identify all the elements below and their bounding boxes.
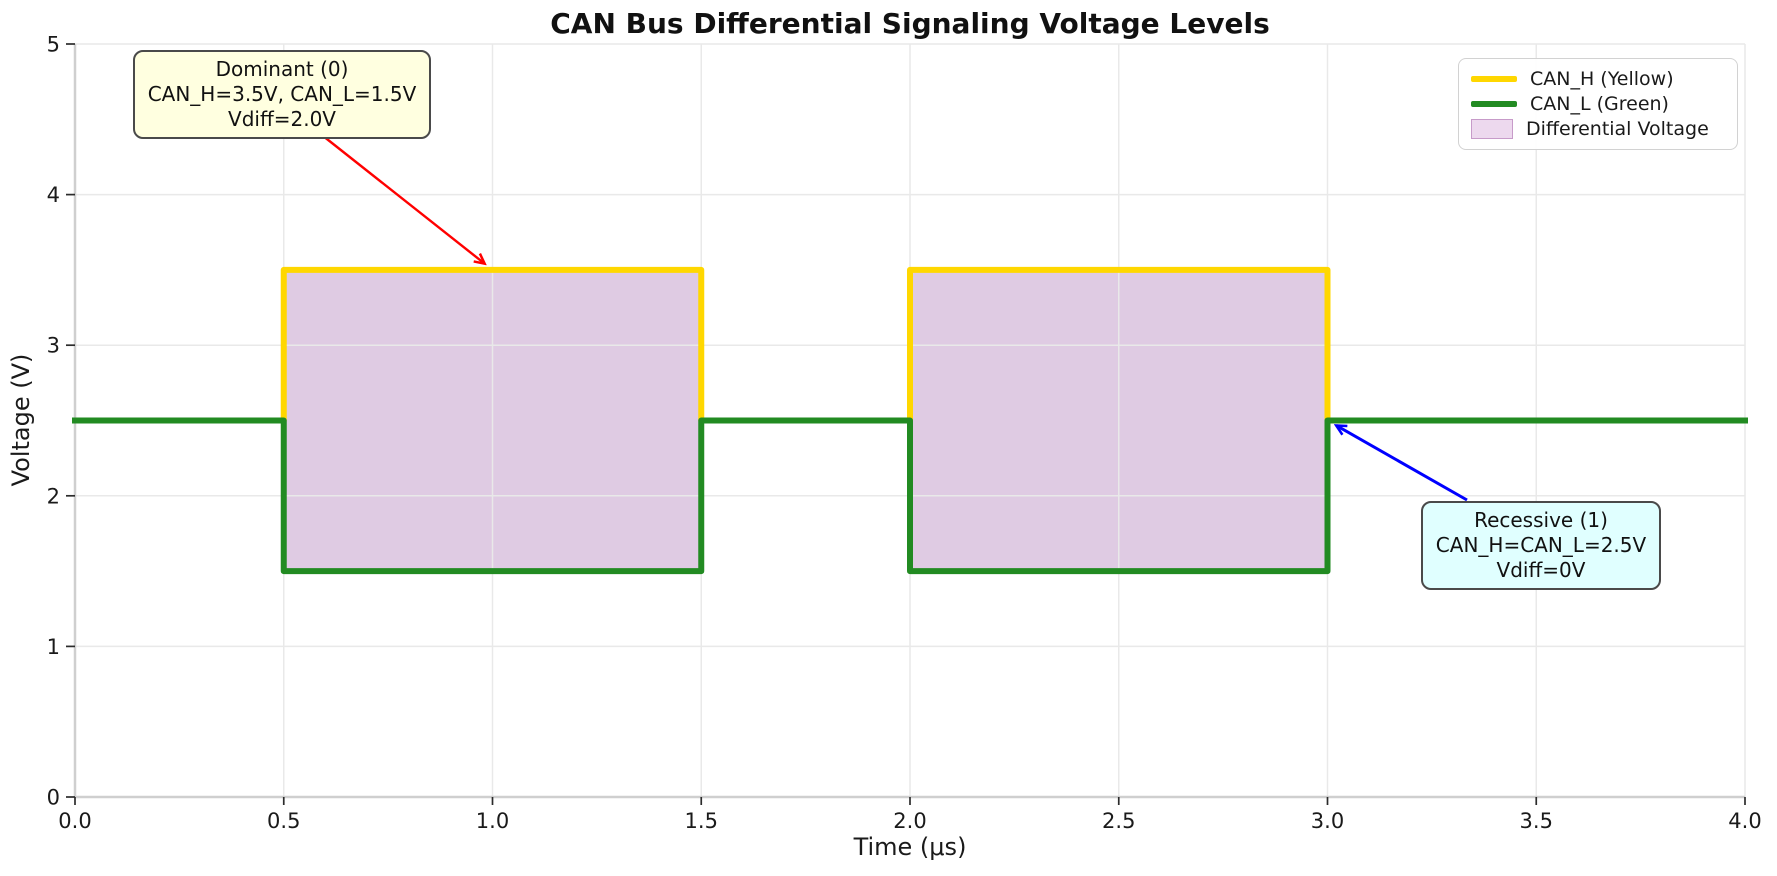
y-tick-label: 1 xyxy=(47,635,60,659)
x-tick-label: 2.5 xyxy=(1102,809,1135,833)
x-tick-label: 0.0 xyxy=(58,809,91,833)
legend: CAN_H (Yellow) CAN_L (Green) Differentia… xyxy=(1458,58,1738,150)
annotation-dominant-line-2: CAN_H=3.5V, CAN_L=1.5V xyxy=(147,82,417,106)
legend-label-differential: Differential Voltage xyxy=(1526,118,1709,140)
legend-item-can-l: CAN_L (Green) xyxy=(1471,93,1725,115)
can-h-line-swatch-icon xyxy=(1471,76,1517,82)
recessive-arrow xyxy=(1336,425,1468,502)
y-axis-label: Voltage (V) xyxy=(7,353,35,487)
x-tick-label: 1.5 xyxy=(685,809,718,833)
dominant-arrow xyxy=(312,127,485,264)
differential-patch-swatch-icon xyxy=(1471,119,1513,139)
legend-item-can-h: CAN_H (Yellow) xyxy=(1471,68,1725,90)
annotation-recessive: Recessive (1) CAN_H=CAN_L=2.5V Vdiff=0V xyxy=(1421,501,1661,590)
annotation-recessive-line-1: Recessive (1) xyxy=(1474,508,1608,532)
legend-label-can-h: CAN_H (Yellow) xyxy=(1530,68,1674,90)
y-tick-label: 0 xyxy=(47,786,60,810)
y-tick-label: 2 xyxy=(47,484,60,508)
x-tick-label: 4.0 xyxy=(1728,809,1761,833)
y-tick-label: 3 xyxy=(47,334,60,358)
x-tick-label: 3.0 xyxy=(1311,809,1344,833)
can-l-line-swatch-icon xyxy=(1471,101,1517,107)
annotation-recessive-line-2: CAN_H=CAN_L=2.5V xyxy=(1435,533,1647,557)
can-l-line xyxy=(72,417,1748,575)
y-tick-label: 5 xyxy=(47,33,60,57)
chart-title: CAN Bus Differential Signaling Voltage L… xyxy=(550,7,1270,40)
y-tick-label: 4 xyxy=(47,183,60,207)
annotation-dominant-line-1: Dominant (0) xyxy=(215,57,349,81)
x-tick-label: 3.5 xyxy=(1520,809,1553,833)
legend-item-differential: Differential Voltage xyxy=(1471,118,1725,140)
x-axis-label: Time (μs) xyxy=(853,833,967,861)
x-tick-label: 1.0 xyxy=(476,809,509,833)
annotation-dominant-line-3: Vdiff=2.0V xyxy=(228,107,336,131)
annotation-dominant: Dominant (0) CAN_H=3.5V, CAN_L=1.5V Vdif… xyxy=(133,50,431,139)
x-tick-label: 2.0 xyxy=(893,809,926,833)
legend-label-can-l: CAN_L (Green) xyxy=(1530,93,1669,115)
annotation-recessive-line-3: Vdiff=0V xyxy=(1496,558,1586,582)
x-tick-label: 0.5 xyxy=(267,809,300,833)
